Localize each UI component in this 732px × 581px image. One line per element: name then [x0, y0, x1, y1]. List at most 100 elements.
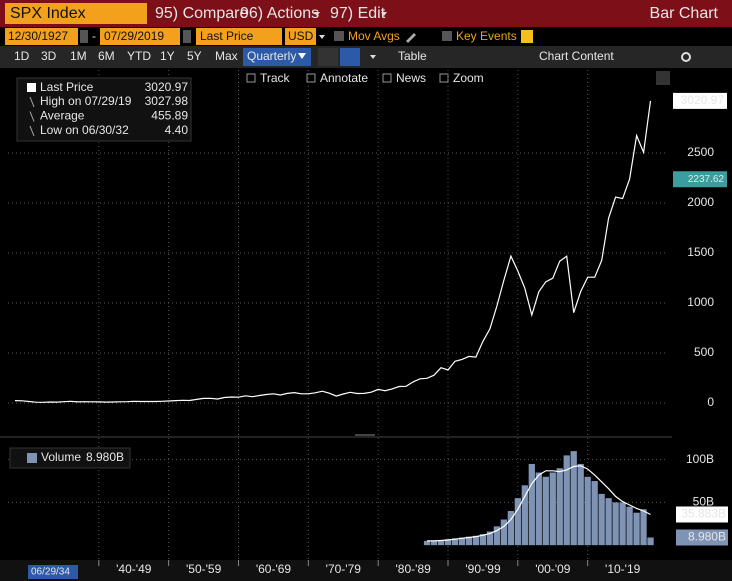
mov-avgs[interactable]: Mov Avgs [348, 29, 400, 43]
dropdown-arrow [314, 12, 320, 16]
bar-icon[interactable] [340, 48, 360, 66]
volume-bar [647, 537, 654, 546]
volume-bar [430, 540, 438, 546]
cursor-date: 06/29/34 [31, 567, 70, 578]
value-flag [676, 506, 728, 523]
range-button[interactable]: YTD [127, 49, 151, 63]
field-select[interactable] [196, 28, 282, 45]
currency-select[interactable] [285, 28, 316, 45]
chart-content-button[interactable]: Chart Content [539, 49, 614, 63]
volume-bar [423, 540, 431, 546]
volume-legend: Volume [41, 450, 81, 464]
info-icon[interactable] [521, 30, 533, 43]
y-tick-label: 500 [694, 345, 714, 359]
tool-button[interactable]: Track [260, 71, 291, 85]
compare-button[interactable]: 95) Compare [155, 5, 248, 22]
value-flag-label: 3020.97 [681, 93, 725, 107]
legend-label: High on 07/29/19 [40, 94, 132, 108]
volume-bar [479, 534, 487, 546]
dropdown-arrow [381, 12, 387, 16]
tool-button[interactable]: Zoom [453, 71, 484, 85]
key-events[interactable]: Key Events [456, 29, 517, 43]
y-tick-label: 2000 [687, 195, 714, 209]
volume-bar [598, 493, 605, 546]
calendar-icon[interactable] [80, 30, 88, 43]
volume-legend-value: 8.980B [86, 450, 124, 464]
value-flag-label: 2237.62 [688, 174, 725, 185]
volume-bar [486, 531, 494, 546]
volume-bar [584, 476, 591, 546]
x-tick-label: '90-'99 [465, 562, 501, 576]
legend-box [16, 77, 192, 142]
tool-icon[interactable] [382, 73, 392, 83]
tool-button[interactable]: Annotate [320, 71, 368, 85]
legend: Last Price 3020.97 High on 07/29/19 3027.98… [27, 80, 188, 137]
range-button[interactable]: 1Y [160, 49, 175, 63]
range-button[interactable]: 1D [14, 49, 30, 63]
start-date: 12/30/1927 [8, 29, 68, 43]
range-button[interactable]: 6M [98, 49, 115, 63]
scroll-button[interactable] [656, 71, 670, 85]
y-tick-label: 50B [693, 495, 714, 509]
tool-icon[interactable] [246, 73, 256, 83]
volume-bar [549, 472, 556, 546]
volume-bar [563, 455, 570, 546]
legend-value: 3027.98 [145, 94, 189, 108]
volume-bar [444, 539, 452, 546]
legend-value: 3020.97 [145, 80, 189, 94]
actions-button[interactable]: 96) Actions [240, 5, 319, 22]
volume-bar [612, 502, 619, 546]
legend-icon [29, 125, 35, 137]
x-tick-label: '50-'59 [186, 562, 222, 576]
period-select[interactable] [243, 48, 311, 66]
volume-bar [500, 519, 508, 546]
range-button[interactable]: 3D [41, 49, 57, 63]
range-button[interactable]: 1M [70, 49, 87, 63]
x-tick-label: '40-'49 [116, 562, 152, 576]
x-tick-label: '10-'19 [605, 562, 641, 576]
table-button[interactable]: Table [398, 49, 427, 63]
y-tick-label: 0 [707, 395, 714, 409]
y-tick-label: 2500 [687, 145, 714, 159]
x-tick-label: '60-'69 [256, 562, 292, 576]
plots: 0 500 1000 1500 2000 2500 '40-'49 '50-'59 '60-'6… [8, 70, 728, 576]
legend-label: Last Price [40, 80, 94, 94]
security-field[interactable] [5, 3, 147, 24]
period: Quarterly [247, 49, 296, 63]
checkbox[interactable] [442, 31, 452, 41]
y-tick-label: 100B [686, 452, 714, 466]
tool-icon[interactable] [306, 73, 316, 83]
date-dash: - [92, 29, 96, 43]
range-button[interactable]: 5Y [187, 49, 202, 63]
volume-bar [451, 538, 459, 546]
x-axis-strip [0, 560, 732, 581]
volume-bar [493, 526, 501, 546]
range-button[interactable]: Max [215, 49, 238, 63]
volume-swatch [27, 453, 37, 463]
settings-icon[interactable] [681, 52, 691, 62]
volume-bar [521, 485, 528, 546]
volume-bar [472, 535, 480, 546]
volume-bar [626, 506, 633, 546]
security: SPX Index [10, 5, 86, 22]
edit-icon[interactable] [406, 33, 416, 43]
y-tick-label: 1500 [687, 245, 714, 259]
tool-button[interactable]: News [396, 71, 426, 85]
line-icon[interactable] [318, 48, 338, 66]
end-date-field[interactable] [100, 28, 180, 45]
edit-button[interactable]: 97) Edit [330, 5, 386, 22]
legend-icon [29, 96, 35, 108]
checkbox[interactable] [334, 31, 344, 41]
x-tick-label: '00-'09 [535, 562, 571, 576]
calendar-icon[interactable] [183, 30, 191, 43]
volume-bar [437, 540, 445, 546]
dropdown-arrow [319, 35, 325, 39]
start-date-field[interactable] [5, 28, 78, 45]
legend-value: 455.89 [151, 109, 188, 123]
legend-swatch [27, 83, 36, 92]
value-flag [673, 171, 727, 188]
volume-bar [640, 509, 647, 546]
range-buttons: 1D 3D 1M 6M YTD 1Y 5Y Max [14, 49, 238, 63]
tool-buttons: Track Annotate News Zoom [246, 71, 484, 85]
